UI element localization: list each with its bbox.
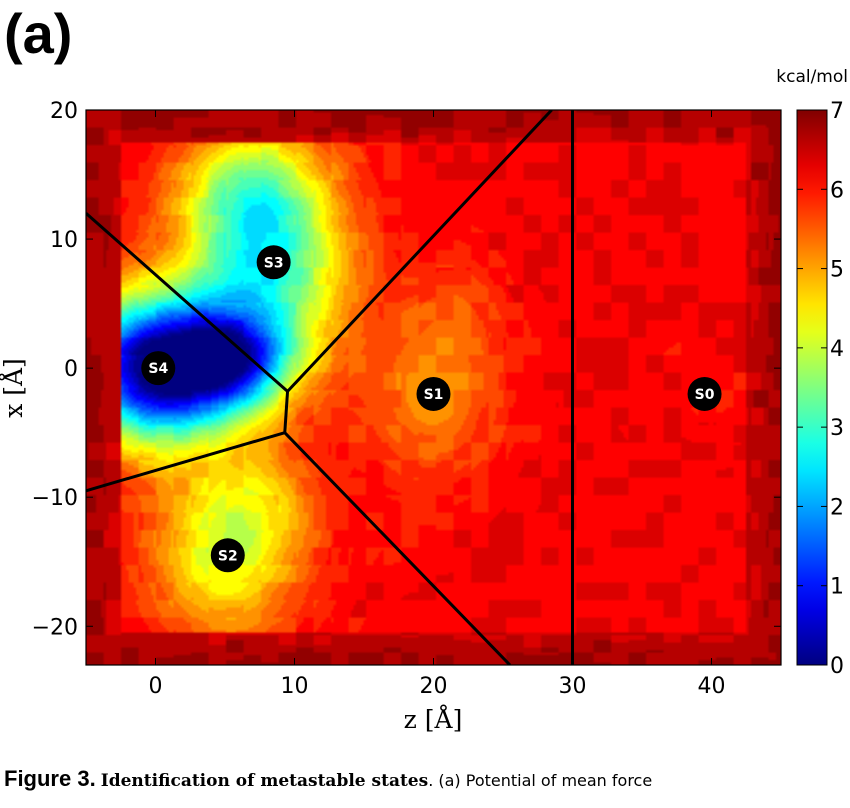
figure-title: Identification of metastable states	[100, 771, 429, 791]
state-markers: S0 S1 S2 S3 S4	[141, 245, 722, 573]
state-boundary-line	[286, 110, 553, 393]
panel-label: (a)	[4, 2, 73, 65]
x-axis-label: z [Å]	[404, 704, 463, 734]
state-boundary-line	[283, 431, 512, 665]
state-marker-circle	[141, 351, 176, 386]
y-axis-ticks: −20 −10 0 10 20	[32, 99, 781, 640]
colorbar-tick-label: 4	[830, 337, 844, 362]
colorbar-tick-label: 6	[830, 178, 844, 203]
colorbar-tick-label: 7	[830, 99, 844, 124]
state-marker-circle	[256, 245, 291, 280]
state-marker: S4	[141, 351, 176, 386]
state-marker-label: S2	[218, 548, 238, 564]
colorbar-tick-label: 3	[830, 416, 844, 441]
y-tick-label: 10	[50, 228, 78, 253]
figure-caption: Figure 3. Identification of metastable s…	[4, 766, 846, 808]
state-boundaries	[86, 110, 574, 665]
figure-caption-text: . (a) Potential of mean force	[428, 771, 653, 790]
x-tick-label: 40	[698, 674, 726, 699]
state-marker: S3	[256, 245, 291, 280]
x-tick-label: 0	[149, 674, 163, 699]
colorbar-ticks: 0 1 2 3 4 5 6 7	[797, 99, 844, 679]
state-marker-label: S1	[424, 387, 444, 403]
colorbar-tick-label: 1	[830, 575, 844, 600]
colorbar	[796, 109, 828, 666]
state-marker: S0	[687, 376, 722, 411]
state-marker-circle	[210, 538, 245, 573]
state-marker-circle	[687, 376, 722, 411]
state-marker-label: S4	[148, 361, 168, 377]
state-marker: S2	[210, 538, 245, 573]
figure-number: Figure 3.	[4, 766, 96, 791]
state-marker-circle	[416, 376, 451, 411]
x-axis-ticks: 0 10 20 30 40	[149, 110, 726, 699]
state-boundary-line	[86, 431, 286, 493]
y-tick-label: 0	[64, 357, 78, 382]
state-boundary-line	[86, 212, 289, 393]
x-tick-label: 20	[420, 674, 448, 699]
state-marker-label: S3	[264, 255, 284, 271]
state-marker: S1	[416, 376, 451, 411]
colorbar-tick-label: 2	[830, 495, 844, 520]
x-tick-label: 10	[281, 674, 309, 699]
colorbar-unit: kcal/mol	[776, 67, 848, 87]
colorbar-tick-label: 0	[830, 654, 844, 679]
y-axis-label: x [Å]	[0, 358, 28, 418]
y-tick-label: 20	[50, 99, 78, 124]
x-tick-label: 30	[559, 674, 587, 699]
state-marker-label: S0	[695, 387, 715, 403]
y-tick-label: −10	[32, 486, 78, 511]
y-tick-label: −20	[32, 615, 78, 640]
colorbar-tick-label: 5	[830, 258, 844, 283]
state-boundary-line	[283, 391, 290, 433]
